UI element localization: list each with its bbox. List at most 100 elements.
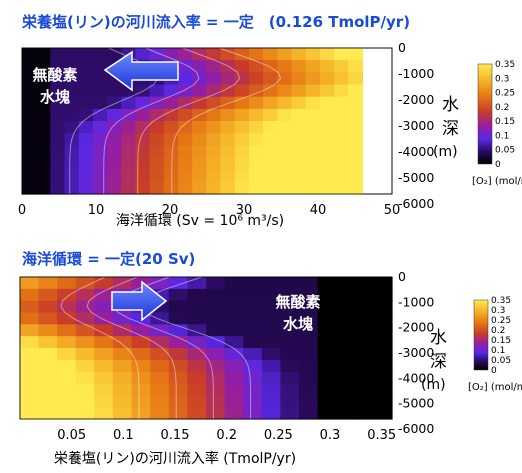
heatmap-cell <box>107 96 122 110</box>
heatmap-cell <box>354 300 374 314</box>
colorbar-tick: 0.2 <box>491 326 505 336</box>
heatmap-cell <box>92 72 108 86</box>
heatmap-cell <box>317 371 337 385</box>
heatmap-cell <box>131 395 151 408</box>
heatmap-cell <box>261 300 281 314</box>
heatmap-cell <box>38 359 58 373</box>
heatmap-cell <box>135 108 151 122</box>
heatmap-cell <box>22 60 37 73</box>
heatmap-cell <box>107 181 122 195</box>
heatmap-cell <box>192 121 207 134</box>
heatmap-cell <box>291 169 307 183</box>
heatmap-cell <box>92 169 108 183</box>
heatmap-cell <box>107 145 122 159</box>
heatmap-cell <box>36 72 51 86</box>
heatmap-cell <box>220 145 236 159</box>
heatmap-cell <box>373 383 393 396</box>
heatmap-cell <box>234 60 250 73</box>
heatmap-cell <box>280 277 300 290</box>
contour-line <box>103 47 200 194</box>
heatmap-cell <box>248 157 264 171</box>
x-tick-label: 20 <box>162 203 179 218</box>
heatmap-cell <box>243 277 263 290</box>
heatmap-cell <box>248 84 264 98</box>
heatmap-cell <box>107 157 122 171</box>
heatmap-cell <box>319 48 335 61</box>
heatmap-cell <box>168 324 188 337</box>
heatmap-cell <box>163 145 179 159</box>
heatmap-cell <box>187 312 207 325</box>
heatmap-cell <box>64 145 80 159</box>
heatmap-cell <box>38 300 58 314</box>
heatmap-cell <box>168 300 188 314</box>
heatmap-cell <box>305 181 321 195</box>
y-axis-label-part: 深 <box>442 119 459 139</box>
heatmap-cell <box>220 157 236 171</box>
heatmap-cell <box>336 395 356 408</box>
colorbar <box>477 63 493 165</box>
heatmap-cell <box>354 359 374 373</box>
heatmap-cell <box>50 108 66 122</box>
heatmap-cell <box>150 371 170 385</box>
heatmap-cell <box>224 395 244 408</box>
contour-line <box>60 276 140 419</box>
heatmap-cell <box>373 312 393 325</box>
heatmap-cell <box>75 395 95 408</box>
heatmap-cell <box>261 383 281 396</box>
heatmap-cell <box>224 324 244 337</box>
heatmap-cell <box>280 371 300 385</box>
heatmap-cell <box>64 157 80 171</box>
colorbar-label: [O₂] (mol/m³) <box>472 176 522 187</box>
heatmap-cell <box>92 133 108 146</box>
heatmap-cell <box>291 157 307 171</box>
heatmap-cell <box>78 96 94 110</box>
heatmap-cell <box>220 181 236 195</box>
heatmap-cell <box>220 121 236 134</box>
heatmap-cell <box>92 84 108 98</box>
heatmap-cell <box>234 169 250 183</box>
heatmap-cell <box>78 145 94 159</box>
heatmap-cell <box>149 84 165 98</box>
y-tick-label: -2000 <box>398 92 434 107</box>
colorbar-tick: 0.1 <box>495 131 509 141</box>
heatmap-cell <box>192 133 207 146</box>
heatmap-cell <box>280 395 300 408</box>
heatmap-cell <box>135 48 151 61</box>
heatmap-cell <box>20 277 40 290</box>
heatmap-cell <box>78 84 94 98</box>
heatmap-cell <box>64 96 80 110</box>
colorbar-tick: 0 <box>495 160 501 170</box>
heatmap-cell <box>150 359 170 373</box>
x-axis-label: 栄養塩(リン)の河川流入率 (TmolP/yr) <box>54 450 296 467</box>
heatmap-cell <box>38 324 58 337</box>
heatmap-cell <box>291 181 307 195</box>
heatmap-cell <box>263 145 278 159</box>
heatmap-cell <box>305 72 321 86</box>
heatmap-cell <box>305 133 321 146</box>
heatmap-cell <box>94 288 114 302</box>
heatmap-cell <box>192 169 207 183</box>
heatmap-cell <box>149 108 165 122</box>
heatmap-cell <box>220 72 236 86</box>
heatmap-cell <box>178 60 193 73</box>
heatmap-cell <box>224 407 244 420</box>
heatmap-cell <box>78 157 94 171</box>
heatmap-cell <box>336 300 356 314</box>
heatmap-cell <box>224 312 244 325</box>
heatmap-cell <box>348 96 363 110</box>
y-axis-label-part: 深 <box>430 352 447 372</box>
heatmap-cell <box>78 48 94 61</box>
x-tick-label: 40 <box>310 203 327 218</box>
heatmap-cell <box>373 277 393 290</box>
heatmap-cell <box>334 96 349 110</box>
heatmap-cell <box>305 84 321 98</box>
heatmap-cell <box>234 145 250 159</box>
heatmap-cell <box>334 108 349 122</box>
heatmap-cell <box>38 312 58 325</box>
heatmap-cell <box>243 300 263 314</box>
heatmap-cell <box>291 121 307 134</box>
y-axis-label-part: 水 <box>442 95 459 115</box>
heatmap-cell <box>187 383 207 396</box>
heatmap-cell <box>348 72 363 86</box>
